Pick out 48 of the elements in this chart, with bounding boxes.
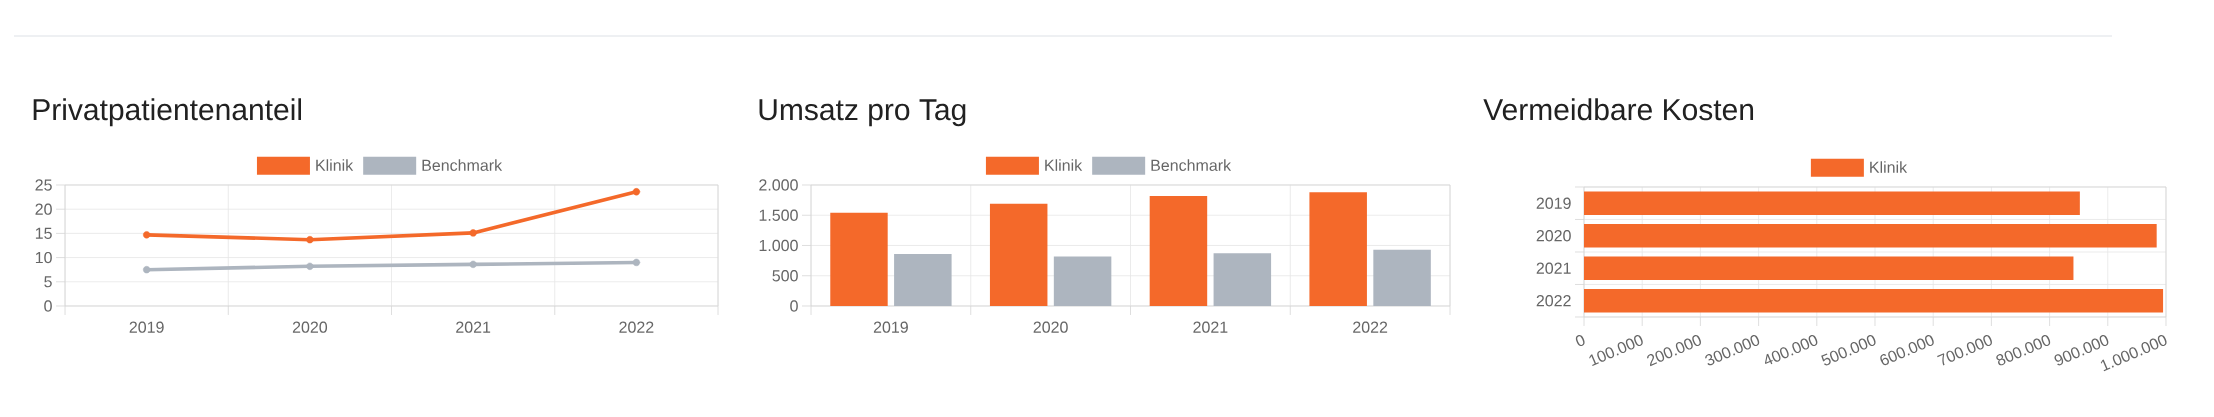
- point: [632, 188, 641, 196]
- point: [143, 266, 151, 274]
- chart-title: Privatpatientenanteil: [33, 98, 302, 127]
- point: [306, 262, 314, 270]
- y-tick-label: 2022: [1536, 295, 1571, 307]
- bar: [1149, 195, 1208, 306]
- y-tick-label: 500: [772, 270, 798, 282]
- y-tick-label: 15: [35, 227, 52, 239]
- y-tick-label: 5: [44, 276, 52, 288]
- y-tick-label: 2020: [1536, 230, 1571, 242]
- point: [306, 236, 314, 244]
- y-tick-label: 20: [35, 203, 52, 215]
- bar: [1053, 256, 1112, 306]
- x-tick-label: 2021: [1193, 321, 1228, 333]
- point: [632, 258, 641, 267]
- legend-label: Benchmark: [422, 159, 503, 171]
- y-tick-label: 0: [790, 300, 798, 312]
- x-tick-label: 2022: [619, 321, 654, 333]
- x-tick-label: 2020: [1033, 321, 1068, 333]
- y-tick-label: 1.500: [759, 209, 798, 221]
- y-tick-label: 25: [35, 179, 52, 191]
- y-tick-label: 2.000: [759, 179, 798, 191]
- bar: [830, 212, 888, 306]
- bar: [894, 253, 952, 306]
- bar: [989, 203, 1048, 306]
- y-tick-label: 2021: [1536, 262, 1571, 274]
- legend-label: Klinik: [1870, 161, 1908, 173]
- x-tick-label: 2019: [129, 321, 164, 333]
- bar: [1373, 249, 1431, 306]
- bar: [1309, 192, 1367, 306]
- x-tick-label: 0: [1575, 335, 1585, 347]
- y-tick-label: 1.000: [759, 239, 798, 252]
- y-tick-label: 0: [44, 300, 52, 312]
- x-tick-label: 2020: [292, 321, 328, 333]
- y-tick-label: 10: [35, 251, 52, 264]
- legend-label: Benchmark: [1151, 159, 1232, 171]
- x-tick-label: 2019: [873, 321, 908, 333]
- bar: [1213, 253, 1272, 306]
- y-tick-label: 2019: [1536, 197, 1571, 209]
- legend-label: Klinik: [316, 159, 354, 171]
- point: [469, 260, 477, 269]
- x-tick-label: 2022: [1353, 321, 1388, 333]
- chart-title: Umsatz pro Tag: [759, 99, 966, 127]
- legend-label: Klinik: [1045, 159, 1083, 171]
- point: [469, 229, 477, 237]
- x-tick-label: 2021: [456, 321, 491, 333]
- chart-title: Vermeidbare Kosten: [1483, 98, 1754, 121]
- point: [143, 231, 151, 239]
